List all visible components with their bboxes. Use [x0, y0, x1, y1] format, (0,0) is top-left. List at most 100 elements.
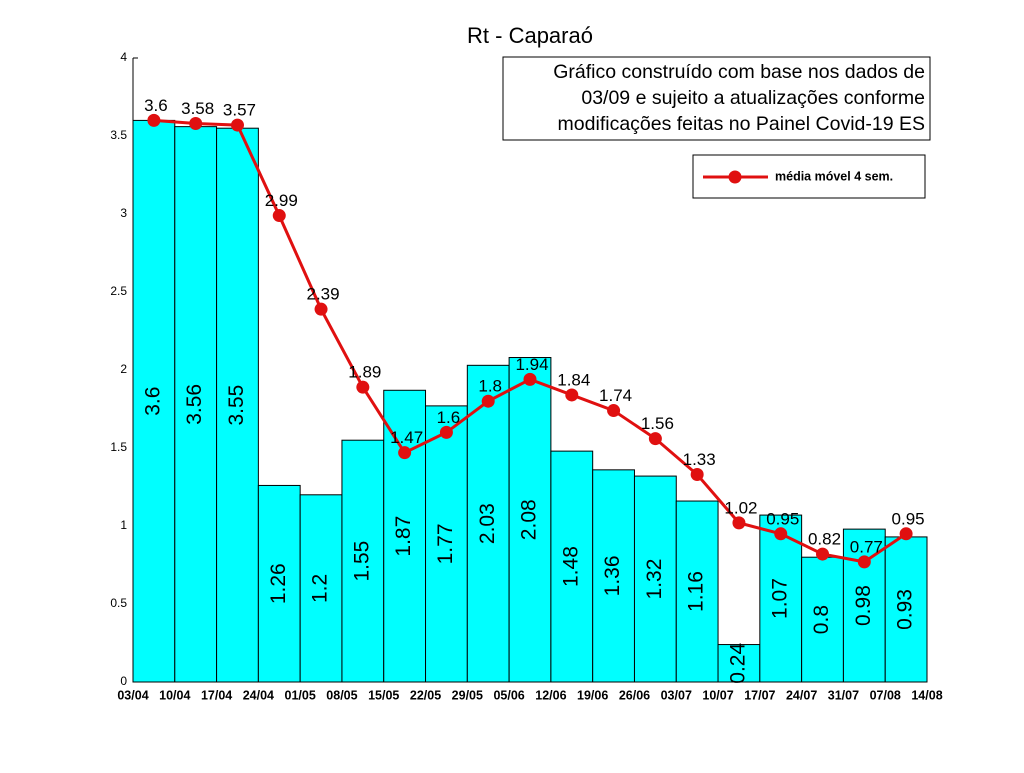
line-marker — [523, 372, 537, 386]
y-tick-label: 2 — [120, 362, 127, 376]
bar — [383, 389, 427, 683]
bar — [675, 500, 719, 683]
bar — [216, 127, 259, 683]
line-marker — [481, 394, 495, 408]
line-value-label: 2.39 — [307, 285, 340, 304]
x-tick-label: 29/05 — [452, 688, 483, 702]
y-tick-label: 4 — [120, 50, 127, 64]
x-tick-label: 03/07 — [661, 688, 692, 702]
bar-value-label: 2.03 — [476, 503, 499, 544]
y-tick-label: 0.5 — [110, 596, 127, 610]
line-marker — [314, 302, 328, 316]
legend-label: média móvel 4 sem. — [775, 169, 893, 183]
bar — [884, 536, 928, 683]
bar — [341, 439, 385, 683]
line-marker — [816, 547, 830, 561]
line-value-label: 1.89 — [348, 363, 381, 382]
bar-value-label: 0.98 — [852, 585, 875, 626]
x-tick-label: 12/06 — [535, 688, 566, 702]
bar-value-label: 1.16 — [685, 571, 708, 612]
y-tick-label: 3 — [120, 206, 127, 220]
line-value-label: 1.56 — [641, 414, 674, 433]
line-value-label: 3.57 — [223, 101, 256, 120]
line-value-label: 1.94 — [515, 355, 548, 374]
x-tick-label: 26/06 — [619, 688, 650, 702]
bar-value-label: 1.32 — [643, 559, 666, 600]
legend-marker — [728, 170, 742, 184]
bar — [508, 357, 552, 683]
x-tick-label: 22/05 — [410, 688, 441, 702]
annotation-text: Gráfico construído com base nos dados de — [553, 61, 925, 83]
x-tick-label: 10/07 — [702, 688, 733, 702]
bar — [842, 528, 886, 683]
x-tick-label: 03/04 — [117, 688, 148, 702]
x-tick-label: 10/04 — [159, 688, 190, 702]
line-value-label: 1.33 — [683, 450, 716, 469]
line-value-label: 1.6 — [437, 408, 461, 427]
x-tick-label: 24/07 — [786, 688, 817, 702]
y-tick-label: 1.5 — [110, 440, 127, 454]
line-marker — [230, 118, 244, 132]
bar — [466, 364, 510, 683]
bar-value-label: 3.56 — [183, 384, 206, 425]
bar-value-label: 1.07 — [768, 578, 791, 619]
bar-value-label: 3.6 — [141, 387, 164, 416]
line-value-label: 1.84 — [557, 370, 590, 389]
x-tick-label: 31/07 — [828, 688, 859, 702]
line-marker — [774, 527, 788, 541]
line-value-label: 0.95 — [892, 509, 925, 528]
x-tick-label: 07/08 — [870, 688, 901, 702]
line-marker — [189, 117, 203, 131]
bar-value-label: 1.55 — [350, 541, 373, 582]
bar — [759, 514, 803, 683]
bar-value-label: 1.77 — [434, 524, 457, 565]
y-tick-label: 2.5 — [110, 284, 127, 298]
x-tick-label: 24/04 — [243, 688, 274, 702]
line-marker — [272, 209, 286, 223]
line-value-label: 0.77 — [850, 537, 883, 556]
annotation-box — [502, 56, 931, 141]
bar-value-label: 2.08 — [518, 499, 541, 540]
chart-title: Rt - Caparaó — [467, 23, 593, 48]
line-marker — [648, 432, 662, 446]
bar — [550, 450, 594, 683]
line-marker — [398, 446, 412, 460]
x-tick-label: 15/05 — [368, 688, 399, 702]
line-value-label: 0.82 — [808, 530, 841, 549]
y-tick-label: 0 — [120, 674, 127, 688]
y-tick-label: 3.5 — [110, 128, 127, 142]
bar-value-label: 3.55 — [225, 385, 248, 426]
line-value-label: 1.8 — [478, 377, 502, 396]
line-value-label: 1.02 — [724, 498, 757, 517]
x-tick-label: 08/05 — [326, 688, 357, 702]
bar-value-label: 1.26 — [267, 563, 290, 604]
bar — [801, 556, 844, 683]
line-value-label: 0.95 — [766, 509, 799, 528]
line-value-label: 1.47 — [390, 428, 423, 447]
bar-value-label: 0.24 — [726, 643, 749, 684]
x-tick-label: 14/08 — [911, 688, 942, 702]
line-value-label: 2.99 — [265, 191, 298, 210]
bar-value-label: 1.36 — [601, 555, 624, 596]
bar-value-label: 0.8 — [810, 605, 833, 634]
line-marker — [899, 527, 913, 541]
annotation-text: 03/09 e sujeito a atualizações conforme — [581, 87, 925, 109]
x-tick-label: 19/06 — [577, 688, 608, 702]
x-tick-label: 17/04 — [201, 688, 232, 702]
x-tick-label: 17/07 — [744, 688, 775, 702]
annotation-text: modificações feitas no Painel Covid-19 E… — [558, 113, 925, 135]
line-value-label: 1.74 — [599, 386, 632, 405]
bar — [633, 475, 677, 683]
line-value-label: 3.58 — [181, 99, 214, 118]
line-marker — [356, 380, 370, 394]
bar — [425, 405, 468, 683]
line-marker — [690, 468, 704, 482]
line-marker — [732, 516, 746, 530]
line-value-label: 3.6 — [144, 96, 168, 115]
bar-value-label: 1.2 — [309, 574, 332, 603]
line-marker — [857, 555, 871, 569]
bar-value-label: 1.87 — [392, 516, 415, 557]
bar-value-label: 1.48 — [559, 546, 582, 587]
